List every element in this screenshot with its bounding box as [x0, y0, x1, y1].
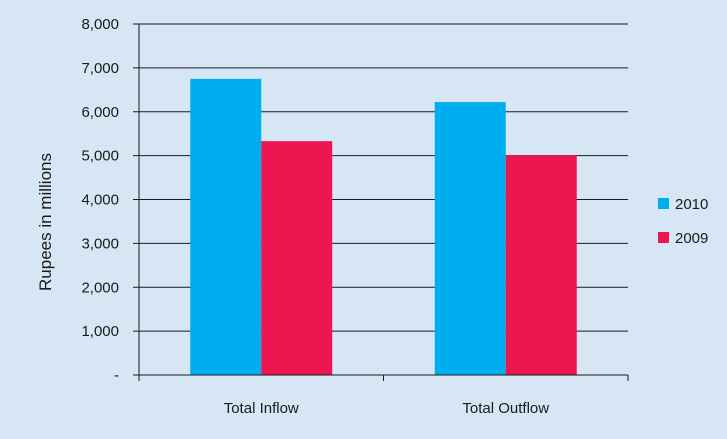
bar-2009-total-outflow	[505, 155, 577, 375]
y-tick-label: 8,000	[81, 16, 119, 33]
x-tick-labels: Total Inflow Total Outflow	[224, 400, 550, 417]
y-tick-label: 1,000	[81, 323, 119, 340]
y-tick-label: 2,000	[81, 279, 119, 296]
legend: 2010 2009	[658, 196, 708, 247]
x-tick-label: Total Inflow	[224, 400, 299, 417]
y-tick-label: 7,000	[81, 60, 119, 77]
y-tick-labels: - 1,000 2,000 3,000 4,000 5,000 6,000 7,000 8,00…	[81, 16, 119, 384]
bars	[190, 78, 577, 375]
y-tick-label: 3,000	[81, 235, 119, 252]
bar-2010-total-inflow	[190, 78, 262, 375]
y-axis-title: Rupees in millions	[36, 153, 55, 291]
y-tick-label: 6,000	[81, 104, 119, 121]
y-tick-label: 5,000	[81, 148, 119, 165]
bar-2010-total-outflow	[434, 102, 506, 375]
x-tick-label: Total Outflow	[462, 400, 549, 417]
legend-swatch-2010	[658, 198, 669, 209]
legend-swatch-2009	[658, 232, 669, 243]
axes	[138, 24, 629, 381]
y-tick-label: -	[114, 367, 119, 384]
bar-2009-total-inflow	[261, 141, 333, 375]
legend-label-2009: 2009	[675, 230, 708, 247]
legend-label-2010: 2010	[675, 196, 708, 213]
y-tick-label: 4,000	[81, 192, 119, 209]
